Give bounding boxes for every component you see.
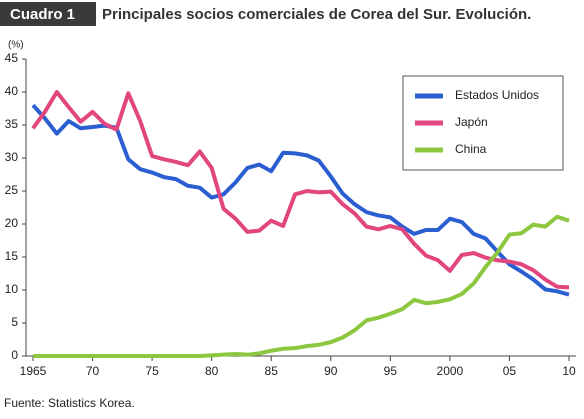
- x-tick-label: 80: [205, 364, 219, 378]
- series-line: [33, 214, 570, 358]
- series-line: [31, 103, 570, 297]
- legend-label: Japón: [455, 115, 488, 129]
- x-tick-label: 85: [265, 364, 279, 378]
- x-tick-label: 05: [503, 364, 517, 378]
- x-tick-label: 75: [145, 364, 159, 378]
- y-tick-label: 10: [5, 282, 19, 296]
- chart-title: Principales socios comerciales de Corea …: [102, 6, 531, 23]
- y-tick-label: 25: [5, 183, 19, 197]
- y-tick-label: 40: [5, 84, 19, 98]
- y-tick-label: 0: [11, 348, 18, 362]
- y-tick-label: 15: [5, 249, 19, 263]
- x-tick-label: 2000: [437, 364, 464, 378]
- x-tick-label: 90: [324, 364, 338, 378]
- badge-box: [0, 2, 96, 26]
- source: Fuente: Statistics Korea.: [4, 396, 135, 410]
- x-tick-label: 95: [384, 364, 398, 378]
- legend-label: Estados Unidos: [455, 88, 539, 102]
- y-tick-label: 5: [11, 315, 18, 329]
- y-tick-label: 45: [5, 51, 19, 65]
- badge: Cuadro 1: [10, 6, 75, 23]
- y-axis-label: (%): [8, 40, 24, 51]
- x-tick-label: 70: [86, 364, 100, 378]
- x-tick-label: 1965: [20, 364, 47, 378]
- y-tick-label: 20: [5, 216, 19, 230]
- x-tick-label: 10: [562, 364, 576, 378]
- legend-label: China: [455, 142, 487, 156]
- y-tick-label: 30: [5, 150, 19, 164]
- y-tick-label: 35: [5, 117, 19, 131]
- series-line: [31, 90, 570, 290]
